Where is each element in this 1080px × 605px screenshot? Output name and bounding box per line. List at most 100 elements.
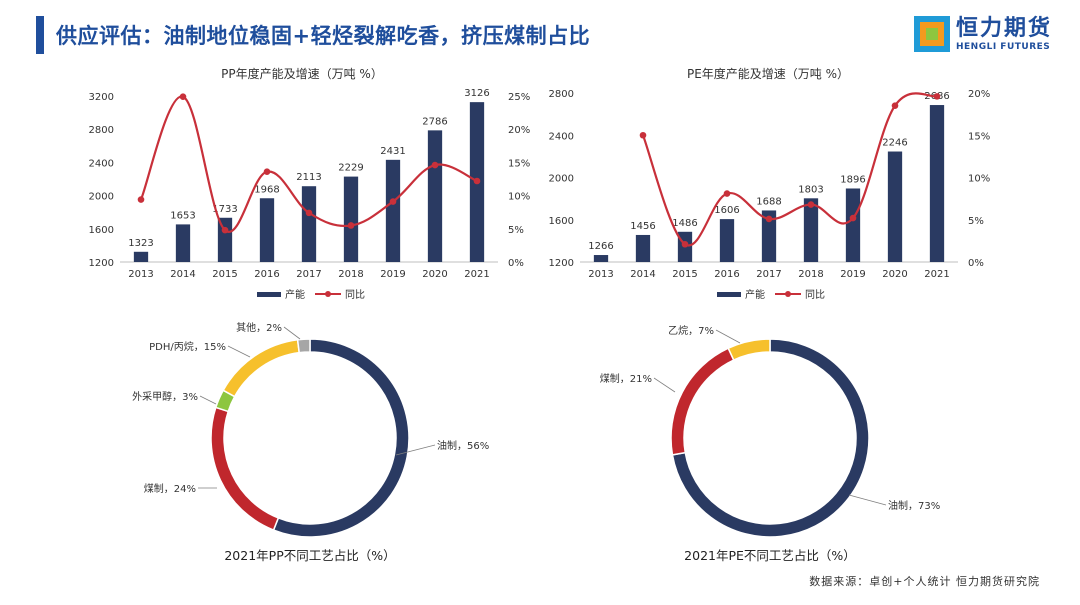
pp-x-tick: 2013 bbox=[128, 269, 153, 280]
pp-bar-label: 1968 bbox=[254, 184, 279, 195]
pp-y-tick: 2400 bbox=[89, 158, 114, 169]
pp-y2-tick: 0% bbox=[508, 258, 524, 269]
logo-en-text: HENGLI FUTURES bbox=[955, 42, 1051, 52]
pp-y2-tick: 20% bbox=[508, 125, 530, 136]
pp-bar bbox=[301, 186, 317, 262]
pe-bar bbox=[803, 198, 819, 262]
title-accent-bar bbox=[36, 16, 44, 54]
pp-bar-label: 2431 bbox=[380, 146, 405, 157]
pp-slice-leader-line bbox=[199, 395, 217, 405]
pp-x-tick: 2014 bbox=[170, 269, 195, 280]
logo-mark-icon bbox=[913, 16, 950, 52]
pe-bar-label: 1896 bbox=[840, 174, 865, 185]
pe-x-tick: 2021 bbox=[924, 269, 949, 280]
pe-y-tick: 2800 bbox=[549, 89, 574, 100]
pe-donut-title: 2021年PE不同工艺占比（%） bbox=[684, 548, 856, 563]
pp-x-tick: 2016 bbox=[254, 269, 279, 280]
pp-legend-bar-swatch bbox=[257, 292, 281, 297]
pp-legend-bar-label: 产能 bbox=[285, 288, 305, 301]
pp-x-tick: 2019 bbox=[380, 269, 405, 280]
pe-bar-label: 2246 bbox=[882, 138, 907, 149]
pe-slice-label: 油制，73% bbox=[888, 499, 940, 512]
pp-yoy-point bbox=[305, 209, 313, 217]
pe-x-tick: 2019 bbox=[840, 269, 865, 280]
pp-donut-title: 2021年PP不同工艺占比（%） bbox=[224, 548, 395, 563]
pe-x-tick: 2020 bbox=[882, 269, 907, 280]
pe-bar-label: 1606 bbox=[714, 205, 739, 216]
pp-bar-label: 2113 bbox=[296, 172, 321, 183]
pe-y-tick: 1600 bbox=[549, 216, 574, 227]
pe-yoy-point bbox=[891, 102, 899, 109]
pp-slice-leader-line bbox=[395, 444, 436, 456]
pp-slice-label: 煤制，24% bbox=[144, 482, 196, 495]
pe-slice-label: 煤制，21% bbox=[600, 372, 652, 385]
pp-bar-label: 3126 bbox=[464, 88, 489, 99]
title-bar: 供应评估：油制地位稳固+轻烃裂解吃香，挤压煤制占比 bbox=[36, 14, 590, 56]
pp-y-tick: 2000 bbox=[89, 192, 114, 203]
pp-yoy-point bbox=[221, 226, 229, 234]
pp-slice-label: 外采甲醇，3% bbox=[132, 390, 198, 403]
pp-donut-slice bbox=[210, 406, 280, 532]
pe-x-tick: 2013 bbox=[588, 269, 613, 280]
pp-bar bbox=[259, 198, 275, 262]
pp-x-tick: 2015 bbox=[212, 269, 237, 280]
pe-yoy-point bbox=[807, 201, 815, 208]
pp-yoy-point bbox=[137, 196, 145, 203]
pe-x-tick: 2014 bbox=[630, 269, 655, 280]
pe-bar bbox=[929, 105, 945, 262]
pe-yoy-point bbox=[723, 190, 731, 197]
pp-x-tick: 2018 bbox=[338, 269, 363, 280]
pp-x-tick: 2020 bbox=[422, 269, 447, 280]
pe-bar bbox=[593, 255, 609, 262]
pe-x-tick: 2017 bbox=[756, 269, 781, 280]
pp-yoy-point bbox=[473, 177, 481, 185]
pp-slice-label: PDH/丙烷，15% bbox=[149, 340, 226, 353]
pp-y2-tick: 25% bbox=[508, 92, 530, 103]
pe-yoy-point bbox=[639, 131, 647, 139]
pp-y-tick: 3200 bbox=[89, 92, 114, 103]
pe-yoy-point bbox=[765, 215, 773, 223]
pe-yoy-point bbox=[933, 93, 941, 100]
pp-bar bbox=[133, 251, 149, 262]
pe-donut-slice bbox=[727, 338, 771, 362]
pe-x-tick: 2018 bbox=[798, 269, 823, 280]
pp-bar-label: 1653 bbox=[170, 210, 195, 221]
pe-chart-title: PE年度产能及增速（万吨 %） bbox=[687, 66, 849, 81]
pe-yoy-point bbox=[681, 240, 689, 248]
pp-bar-label: 1323 bbox=[128, 238, 153, 249]
pe-bar-label: 1266 bbox=[588, 241, 613, 252]
pe-donut-slice bbox=[670, 347, 735, 456]
pp-legend-line-marker bbox=[325, 291, 331, 297]
pe-bar-label: 1486 bbox=[672, 218, 697, 229]
pe-slice-label: 乙烷，7% bbox=[668, 324, 714, 337]
pp-yoy-point bbox=[263, 168, 271, 175]
pe-bar bbox=[761, 210, 777, 262]
pe-slice-leader-line bbox=[653, 377, 676, 393]
pp-bar-label: 2786 bbox=[422, 116, 447, 127]
logo: 恒力期货 HENGLI FUTURES bbox=[913, 16, 1052, 52]
pp-bar-label: 1733 bbox=[212, 204, 237, 215]
pe-y2-tick: 5% bbox=[968, 216, 984, 227]
pe-bar bbox=[635, 234, 651, 262]
pe-bar bbox=[719, 219, 735, 262]
pe-y2-tick: 10% bbox=[968, 174, 990, 185]
pp-donut-slice bbox=[296, 338, 311, 354]
pe-bar bbox=[845, 188, 861, 262]
page-title: 供应评估：油制地位稳固+轻烃裂解吃香，挤压煤制占比 bbox=[56, 24, 591, 48]
pp-yoy-point bbox=[431, 161, 439, 169]
pe-bar-label: 1456 bbox=[630, 221, 655, 232]
pe-slice-leader-line bbox=[848, 494, 887, 506]
pe-legend-bar-swatch bbox=[717, 292, 741, 297]
pe-x-tick: 2015 bbox=[672, 269, 697, 280]
pp-bar bbox=[385, 159, 401, 262]
pe-yoy-point bbox=[849, 214, 857, 222]
pp-y-tick: 1200 bbox=[89, 258, 114, 269]
pe-legend-line-label: 同比 bbox=[805, 289, 825, 301]
pe-slice-leader-line bbox=[715, 329, 741, 344]
pp-yoy-point bbox=[347, 222, 355, 229]
pe-y2-tick: 15% bbox=[968, 131, 990, 142]
pe-y2-tick: 0% bbox=[968, 258, 984, 269]
pp-yoy-point bbox=[389, 198, 397, 205]
pp-chart-title: PP年度产能及增速（万吨 %） bbox=[221, 66, 383, 81]
